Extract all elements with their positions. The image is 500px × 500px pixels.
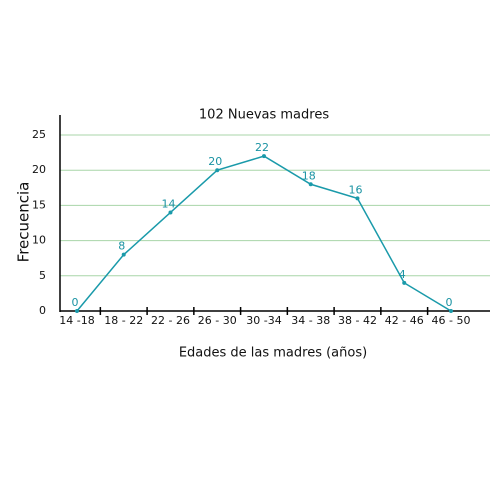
data-point [261,154,266,159]
data-point [74,309,79,313]
data-label: 22 [255,141,269,154]
x-tick-label: 34 - 38 [291,314,330,327]
data-label: 14 [161,197,175,210]
y-tick-label: 5 [39,269,46,282]
y-axis-title: Frecuencia [15,182,33,263]
data-label: 18 [302,169,316,182]
data-label: 8 [118,240,125,253]
chart-title: 102 Nuevas madres [199,108,329,123]
data-label: 20 [208,155,222,168]
data-label: 0 [71,296,78,309]
x-tick-label: 42 - 46 [385,314,424,327]
x-tick-label: 26 - 30 [198,314,237,327]
data-point [121,252,126,257]
data-label: 16 [348,183,362,196]
y-tick-label: 15 [32,198,46,211]
data-point [448,309,453,313]
data-point [355,196,360,201]
y-tick-label: 0 [39,304,46,317]
data-point [168,210,173,215]
x-tick-label: 14 -18 [59,314,94,327]
data-label: 0 [445,296,452,309]
y-tick-label: 20 [32,163,46,176]
data-line [76,155,452,312]
y-tick-label: 10 [32,234,46,247]
data-point [215,168,220,173]
x-tick-label: 46 - 50 [431,314,470,327]
x-tick-label: 38 - 42 [338,314,377,327]
x-tick-label: 30 -34 [246,314,281,327]
data-point [402,280,407,285]
data-point [308,182,313,187]
x-tick-label: 18 - 22 [104,314,143,327]
x-tick-label: 22 - 26 [151,314,190,327]
y-tick-label: 25 [32,128,46,141]
data-label: 4 [399,268,406,281]
x-axis-title: Edades de las madres (años) [179,346,367,361]
